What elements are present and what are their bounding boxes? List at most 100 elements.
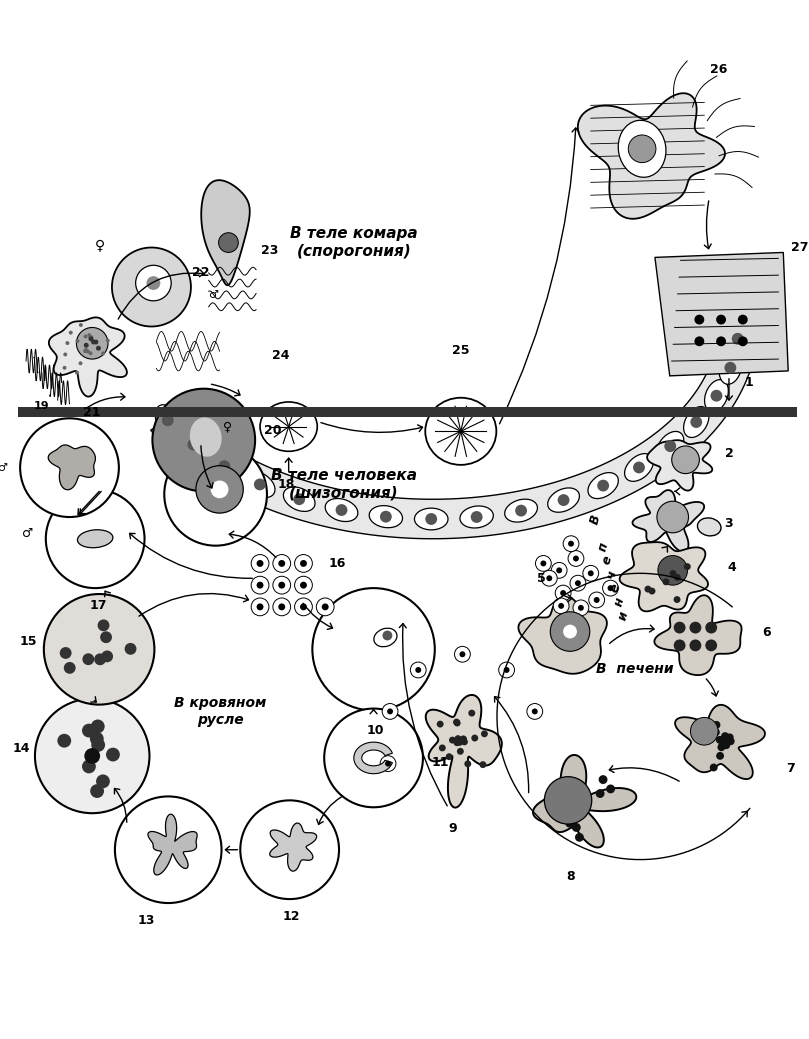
Circle shape (251, 577, 269, 594)
Circle shape (709, 764, 718, 771)
Circle shape (196, 465, 244, 513)
Circle shape (94, 340, 99, 345)
Circle shape (608, 585, 613, 591)
Circle shape (164, 443, 267, 545)
Circle shape (35, 698, 150, 814)
Circle shape (82, 760, 95, 773)
Polygon shape (49, 445, 95, 489)
Circle shape (575, 783, 584, 792)
Circle shape (546, 576, 553, 581)
Circle shape (738, 337, 748, 346)
Circle shape (437, 721, 443, 727)
Text: 10: 10 (366, 724, 384, 737)
Text: 26: 26 (710, 63, 728, 76)
Text: 8: 8 (567, 870, 575, 883)
Circle shape (254, 479, 266, 490)
Circle shape (498, 662, 515, 677)
Circle shape (210, 480, 228, 499)
Circle shape (94, 654, 106, 665)
Circle shape (705, 639, 717, 651)
Circle shape (91, 340, 96, 345)
Circle shape (106, 339, 110, 343)
Circle shape (69, 330, 73, 335)
Text: и: и (616, 610, 631, 621)
Circle shape (98, 619, 109, 632)
Circle shape (671, 446, 699, 474)
Circle shape (540, 560, 546, 566)
Text: 17: 17 (89, 600, 107, 612)
Circle shape (721, 736, 729, 744)
Circle shape (563, 536, 579, 552)
Circle shape (322, 604, 328, 610)
Circle shape (570, 576, 586, 591)
Circle shape (294, 577, 312, 594)
Circle shape (218, 233, 239, 252)
Ellipse shape (548, 488, 579, 512)
Circle shape (570, 807, 579, 816)
Circle shape (575, 780, 584, 789)
Text: п: п (596, 541, 611, 553)
Circle shape (738, 315, 748, 324)
Polygon shape (533, 755, 637, 848)
Circle shape (716, 337, 726, 346)
Polygon shape (654, 595, 742, 675)
Circle shape (468, 710, 475, 717)
Circle shape (569, 802, 578, 811)
Circle shape (588, 570, 594, 577)
Circle shape (571, 799, 580, 808)
Circle shape (300, 560, 307, 567)
Text: В кровяном
русле: В кровяном русле (175, 696, 267, 726)
Circle shape (62, 366, 66, 370)
Polygon shape (578, 94, 725, 219)
Circle shape (82, 723, 95, 738)
Circle shape (471, 511, 482, 523)
Circle shape (89, 351, 92, 355)
Circle shape (78, 362, 83, 366)
Text: 23: 23 (261, 244, 278, 257)
Circle shape (565, 819, 574, 828)
Ellipse shape (414, 508, 448, 530)
Circle shape (96, 774, 110, 789)
Circle shape (732, 332, 743, 345)
Circle shape (568, 551, 584, 566)
Circle shape (294, 555, 312, 572)
Circle shape (449, 737, 456, 744)
Circle shape (674, 596, 680, 603)
Ellipse shape (705, 379, 728, 411)
Circle shape (75, 371, 79, 375)
Circle shape (710, 390, 722, 402)
Circle shape (256, 560, 264, 567)
Polygon shape (49, 317, 127, 397)
Circle shape (125, 643, 137, 655)
Circle shape (240, 800, 339, 899)
Circle shape (712, 728, 720, 737)
Text: 11: 11 (432, 756, 450, 769)
Ellipse shape (369, 506, 403, 528)
Circle shape (575, 580, 581, 586)
Circle shape (572, 823, 581, 832)
Circle shape (273, 598, 290, 616)
Circle shape (603, 580, 618, 596)
Ellipse shape (697, 517, 721, 536)
Circle shape (553, 598, 569, 614)
Circle shape (563, 624, 577, 638)
Ellipse shape (625, 454, 654, 481)
Circle shape (64, 662, 75, 674)
Circle shape (633, 461, 645, 474)
Circle shape (278, 582, 286, 589)
Ellipse shape (460, 506, 493, 528)
Text: 12: 12 (283, 910, 300, 924)
Circle shape (75, 339, 79, 343)
Circle shape (515, 505, 527, 516)
Circle shape (606, 784, 615, 794)
Circle shape (300, 582, 307, 589)
Circle shape (382, 703, 398, 719)
Ellipse shape (684, 406, 709, 437)
Circle shape (83, 335, 87, 339)
Text: 7: 7 (786, 763, 794, 775)
Circle shape (46, 489, 145, 588)
Circle shape (324, 709, 423, 807)
Ellipse shape (374, 629, 397, 646)
Ellipse shape (180, 430, 207, 459)
Text: 1: 1 (744, 376, 753, 390)
